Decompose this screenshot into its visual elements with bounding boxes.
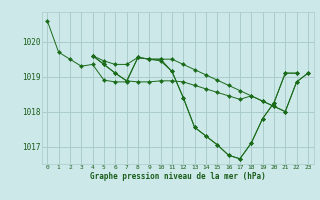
- X-axis label: Graphe pression niveau de la mer (hPa): Graphe pression niveau de la mer (hPa): [90, 172, 266, 181]
